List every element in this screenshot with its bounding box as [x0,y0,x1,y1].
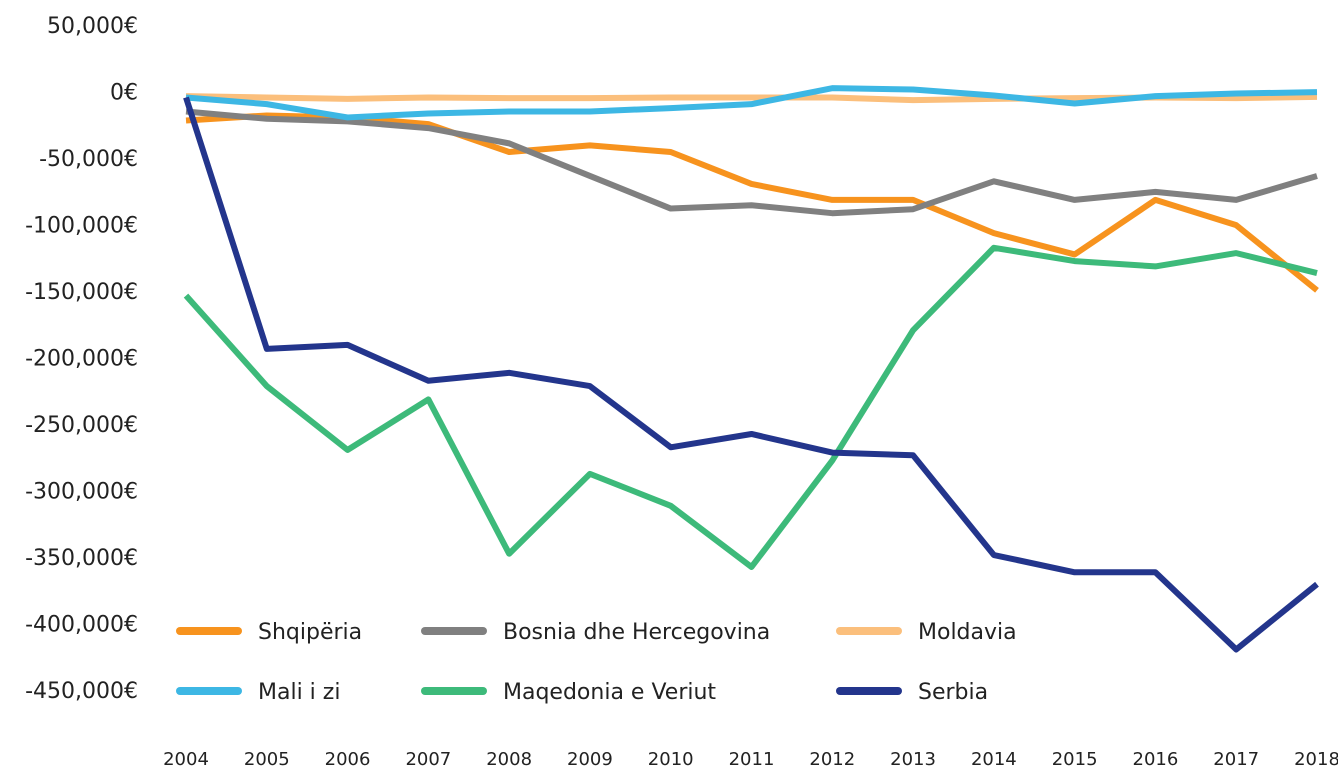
y-tick-label: -300,000€ [25,480,138,505]
x-tick-label: 2009 [567,749,613,770]
x-tick-label: 2004 [163,749,209,770]
y-tick-label: 0€ [110,81,138,106]
series-line [185,112,1319,293]
x-tick-label: 2014 [971,749,1017,770]
y-tick-label: 50,000€ [47,14,138,39]
legend-label: Shqipëria [258,620,362,645]
y-tick-label: -250,000€ [25,413,138,438]
y-tick-label: -100,000€ [25,214,138,239]
x-tick-label: 2005 [244,749,290,770]
legend-label: Mali i zi [258,680,340,705]
x-tick-label: 2016 [1133,749,1179,770]
y-tick-label: -400,000€ [25,613,138,638]
x-tick-label: 2008 [486,749,532,770]
y-tick-label: -200,000€ [25,347,138,372]
x-tick-label: 2017 [1213,749,1259,770]
series-line [183,244,1318,570]
x-tick-label: 2015 [1052,749,1098,770]
x-tick-label: 2012 [809,749,855,770]
x-tick-label: 2011 [729,749,775,770]
series-line [185,85,1318,121]
x-tick-label: 2013 [890,749,936,770]
y-tick-label: -50,000€ [39,147,138,172]
y-tick-label: -450,000€ [25,679,138,704]
y-tick-label: -150,000€ [25,280,138,305]
series-line [185,108,1318,217]
legend-label: Serbia [918,680,988,705]
x-tick-label: 2006 [325,749,371,770]
legend-label: Maqedonia e Veriut [503,680,716,705]
y-tick-label: -350,000€ [25,546,138,571]
legend-label: Moldavia [918,620,1017,645]
legend-label: Bosnia dhe Hercegovina [503,620,770,645]
series-line [183,96,1319,653]
x-tick-label: 2007 [405,749,451,770]
x-tick-label: 2010 [648,749,694,770]
x-tick-label: 2018 [1294,749,1338,770]
